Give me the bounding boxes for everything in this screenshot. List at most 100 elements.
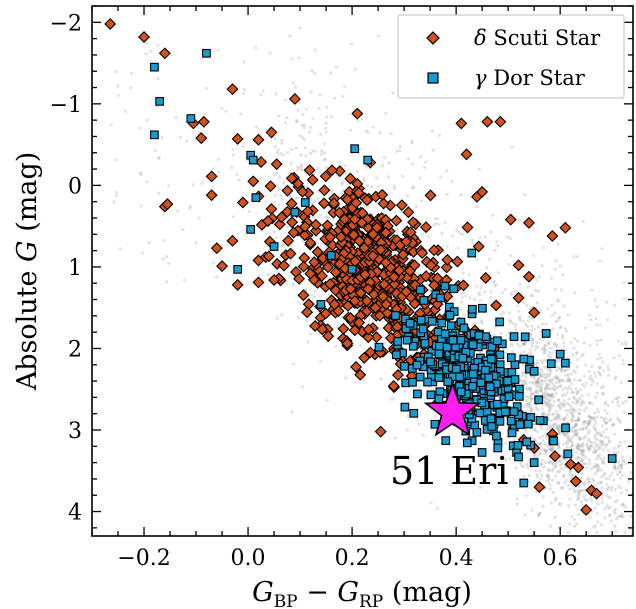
field-star-point	[612, 446, 617, 450]
field-star-point	[300, 123, 304, 127]
field-star-point	[281, 243, 285, 247]
field-star-point	[522, 301, 526, 305]
field-star-point	[392, 397, 396, 401]
legend-box	[397, 14, 625, 99]
field-star-point	[304, 319, 308, 323]
field-star-point	[529, 293, 534, 297]
field-star-point	[320, 149, 324, 153]
field-star-point	[299, 166, 303, 171]
field-star-point	[319, 152, 324, 157]
field-star-point	[615, 498, 619, 503]
field-star-point	[289, 195, 293, 199]
field-star-point	[230, 165, 234, 169]
field-star-point	[610, 538, 613, 541]
field-star-point	[145, 118, 149, 122]
field-star-point	[550, 478, 555, 482]
field-star-point	[138, 126, 142, 130]
field-star-point	[583, 481, 587, 485]
field-star-point	[458, 469, 462, 474]
field-star-point	[123, 109, 128, 113]
field-star-point	[491, 280, 495, 285]
field-star-point	[157, 191, 161, 195]
field-star-point	[628, 456, 632, 460]
field-star-point	[534, 406, 538, 410]
delta-scuti-point	[397, 248, 410, 261]
field-star-point	[600, 424, 605, 428]
field-star-point	[516, 304, 520, 308]
field-star-point	[574, 433, 578, 437]
delta-scuti-point	[400, 235, 413, 248]
field-star-point	[608, 496, 612, 500]
gamma-dor-point	[476, 378, 486, 388]
field-star-point	[547, 378, 551, 382]
field-star-point	[532, 327, 536, 331]
field-star-point	[538, 469, 542, 473]
field-star-point	[553, 416, 557, 420]
field-star-point	[578, 489, 582, 493]
field-star-point	[593, 450, 597, 454]
field-star-point	[419, 199, 423, 203]
field-star-point	[563, 434, 568, 438]
field-star-point	[588, 419, 592, 423]
field-star-point	[538, 337, 542, 342]
field-star-point	[311, 117, 315, 121]
field-star-point	[560, 454, 565, 458]
field-star-point	[600, 386, 604, 390]
field-star-point	[599, 440, 603, 444]
field-star-point	[539, 462, 543, 466]
field-star-point	[319, 213, 323, 217]
delta-scuti-point	[590, 487, 603, 500]
field-star-point	[431, 148, 435, 152]
field-star-point	[541, 337, 546, 341]
field-star-point	[580, 394, 584, 398]
delta-scuti-point	[322, 330, 335, 343]
gamma-dor-point	[248, 155, 258, 165]
field-star-point	[462, 313, 466, 318]
field-star-point	[530, 380, 535, 384]
field-star-point	[594, 395, 598, 399]
delta-scuti-point	[461, 221, 474, 234]
field-star-point	[584, 406, 588, 410]
field-star-point	[299, 164, 304, 168]
field-star-point	[526, 405, 530, 409]
field-star-point	[580, 500, 584, 504]
field-star-point	[500, 291, 504, 295]
field-star-point	[280, 141, 284, 145]
field-star-point	[596, 467, 600, 471]
field-star-point	[546, 413, 550, 417]
field-star-point	[538, 511, 542, 515]
field-star-point	[242, 60, 246, 64]
field-star-point	[606, 449, 610, 453]
y-tick-label: 4	[68, 501, 82, 526]
field-star-point	[612, 509, 617, 513]
field-star-point	[622, 460, 626, 464]
field-star-point	[623, 562, 626, 565]
field-star-point	[588, 496, 593, 500]
field-star-point	[575, 428, 579, 432]
field-star-point	[566, 436, 570, 440]
delta-scuti-point	[318, 197, 331, 210]
field-star-point	[547, 412, 551, 416]
field-star-point	[580, 401, 584, 405]
field-star-point	[548, 368, 552, 372]
gamma-dor-point	[456, 387, 466, 397]
gamma-dor-point	[462, 438, 472, 448]
field-star-point	[620, 463, 624, 467]
field-star-point	[545, 386, 550, 390]
field-star-point	[501, 347, 506, 351]
field-star-point	[601, 460, 605, 464]
field-star-point	[590, 441, 594, 445]
delta-scuti-point	[387, 379, 400, 392]
field-star-point	[545, 393, 549, 397]
delta-scuti-point	[210, 242, 223, 255]
y-tick-label: 1	[68, 256, 82, 281]
field-star-point	[558, 423, 562, 427]
field-star-point	[574, 422, 578, 427]
field-star-point	[575, 399, 579, 403]
field-star-point	[533, 428, 537, 432]
field-star-point	[504, 441, 508, 445]
gamma-dor-point	[561, 423, 570, 433]
field-star-point	[595, 464, 599, 468]
field-star-point	[362, 378, 366, 382]
field-star-point	[551, 467, 555, 471]
